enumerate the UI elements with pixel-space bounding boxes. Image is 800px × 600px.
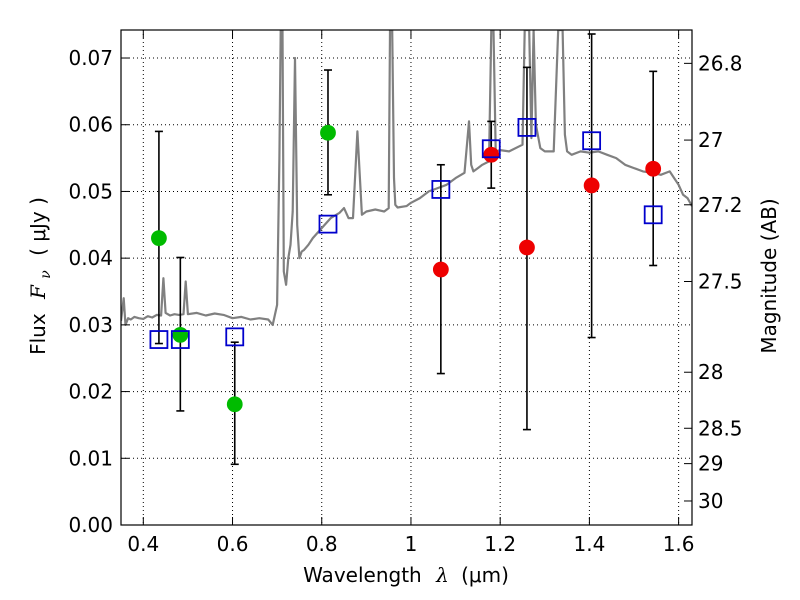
y-axis-label-unit: ( μJy ) xyxy=(26,197,50,256)
y-axis-label-symbol: F xyxy=(26,284,50,300)
y2-tick-label-6: 29 xyxy=(698,452,723,476)
y2-tick-label-0: 26.8 xyxy=(698,51,743,75)
y-tick-label-2: 0.02 xyxy=(68,380,113,404)
plot-area xyxy=(121,30,692,326)
axes-frame xyxy=(120,29,693,526)
point-2-1 xyxy=(170,330,190,349)
y-axis-label: Flux F ν ( μJy ) xyxy=(26,197,55,355)
point-1-1 xyxy=(483,146,500,163)
y2-tick-label-3: 27.5 xyxy=(698,270,743,294)
point-1-0 xyxy=(432,261,449,278)
x-tick-label-5: 1.4 xyxy=(573,532,605,556)
point-1-2 xyxy=(519,239,535,256)
point-1-3 xyxy=(583,177,600,194)
x-tick-label-3: 1 xyxy=(405,532,418,556)
point-0-1 xyxy=(172,326,189,343)
ticks: 0.4 0.6 0.8 1 1.2 1.4 1.6 0.00 0.01 0.02 0.03 0.04 0… xyxy=(68,30,743,556)
y-tick-label-1: 0.01 xyxy=(68,446,113,470)
x-axis-label-unit: (μm) xyxy=(461,563,509,587)
y-tick-label-3: 0.03 xyxy=(68,313,113,337)
point-0-2 xyxy=(226,396,243,413)
point-2-3 xyxy=(318,214,338,234)
y2-tick-label-2: 27.2 xyxy=(698,193,743,217)
x-tick-label-2: 0.8 xyxy=(306,532,338,556)
plot-frame xyxy=(120,29,693,526)
y2-tick-label-1: 27 xyxy=(698,128,723,152)
y2-tick-label-5: 28.5 xyxy=(698,416,743,440)
spectrum-line xyxy=(121,30,692,326)
x-tick-label-6: 1.6 xyxy=(663,532,695,556)
point-2-8 xyxy=(643,205,663,225)
point-2-4 xyxy=(431,180,451,199)
data-marks xyxy=(149,33,663,466)
x-axis-label-symbol: λ xyxy=(435,563,449,587)
y-tick-label-5: 0.05 xyxy=(68,179,113,203)
x-tick-label-1: 0.6 xyxy=(217,532,249,556)
x-tick-label-0: 0.4 xyxy=(127,532,159,556)
y2-axis-label: Magnitude (AB) xyxy=(757,198,781,353)
point-2-6 xyxy=(517,117,537,137)
point-2-2 xyxy=(225,327,245,347)
grid xyxy=(121,30,692,526)
point-2-7 xyxy=(582,131,602,151)
y-axis-label-subscript: ν xyxy=(38,270,54,279)
point-0-3 xyxy=(320,124,336,141)
point-1-4 xyxy=(645,160,662,177)
point-2-0 xyxy=(149,330,169,349)
point-0-0 xyxy=(151,230,167,247)
point-2-5 xyxy=(481,139,501,159)
y2-tick-label-7: 30 xyxy=(698,489,723,513)
y2-tick-label-4: 28 xyxy=(698,360,723,384)
y-axis-label-text: Flux xyxy=(26,313,50,355)
x-axis-label: Wavelength λ (μm) xyxy=(303,563,509,587)
x-axis-label-text: Wavelength xyxy=(303,563,422,587)
y-tick-label-6: 0.06 xyxy=(68,113,113,137)
x-tick-label-4: 1.2 xyxy=(484,532,516,556)
y-tick-label-4: 0.04 xyxy=(68,246,113,270)
y-tick-label-7: 0.07 xyxy=(68,46,113,70)
y-tick-label-0: 0.00 xyxy=(68,513,113,537)
